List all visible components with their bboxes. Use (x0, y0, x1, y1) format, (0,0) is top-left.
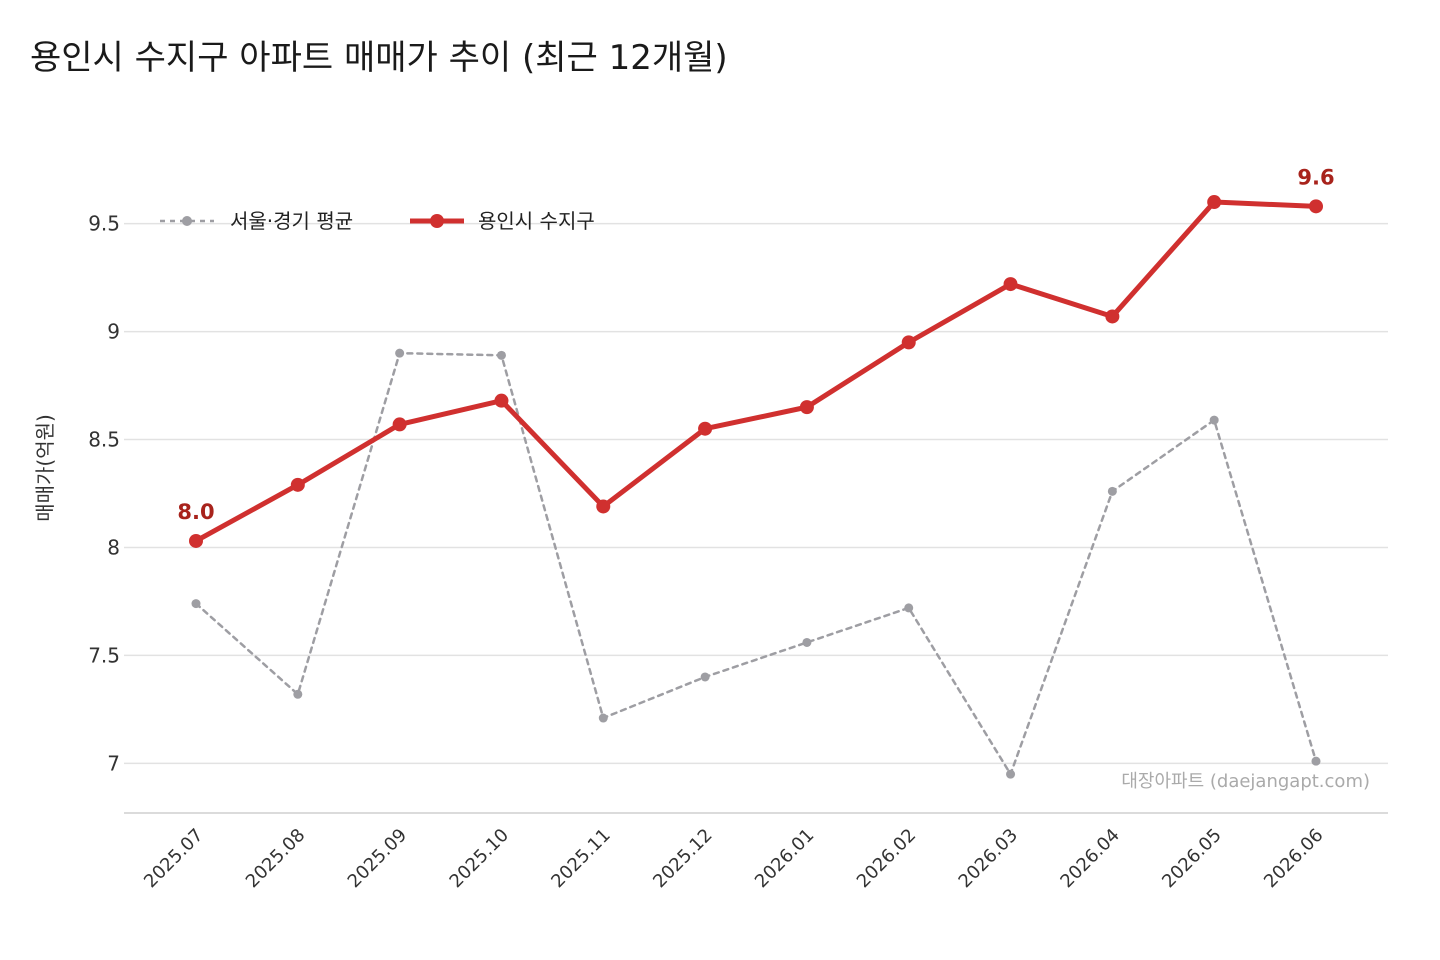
data-point (392, 417, 407, 432)
data-point (189, 533, 203, 548)
legend-label: 서울·경기 평균 (230, 209, 353, 233)
data-point (799, 400, 814, 415)
legend: 서울·경기 평균 용인시 수지구 (160, 209, 595, 233)
series-layer (189, 195, 1323, 779)
series-line-0 (194, 351, 1318, 776)
y-axis-ticks: 7 7.5 8 8.5 9 9.5 (88, 212, 120, 776)
data-point (698, 421, 713, 436)
x-axis-ticks: 2025.07 2025.08 2025.09 2025.10 2025.11 2025.… (140, 825, 1327, 892)
legend-swatch-marker (182, 216, 192, 226)
x-tick-label: 2026.03 (955, 825, 1022, 892)
data-point (496, 350, 506, 360)
data-point (901, 335, 916, 350)
data-label: 8.0 (177, 500, 214, 524)
x-tick-label: 2025.11 (547, 825, 614, 892)
data-point (1107, 486, 1117, 496)
x-tick-label: 2026.01 (751, 825, 818, 892)
data-point (802, 637, 812, 647)
data-point (596, 499, 611, 514)
y-tick-label: 8 (107, 535, 120, 559)
data-point (700, 672, 710, 682)
legend-label: 용인시 수지구 (478, 209, 595, 233)
data-point (293, 689, 303, 699)
watermark: 대장아파트 (daejangapt.com) (1121, 771, 1370, 792)
series-line-1 (193, 199, 1319, 544)
data-point (1309, 199, 1323, 214)
data-point (395, 348, 405, 358)
y-axis-label: 매매가(억원) (33, 414, 57, 522)
data-point (1105, 309, 1120, 324)
data-label: 9.6 (1297, 165, 1334, 189)
data-point (598, 713, 608, 723)
y-tick-label: 7.5 (88, 643, 120, 667)
data-point (1006, 769, 1016, 779)
y-tick-label: 8.5 (88, 428, 120, 452)
data-point (1209, 415, 1219, 425)
gridlines (124, 222, 1388, 765)
x-tick-label: 2026.05 (1158, 825, 1225, 892)
data-point (1311, 756, 1321, 766)
x-tick-label: 2025.08 (242, 825, 309, 892)
chart-title: 용인시 수지구 아파트 매매가 추이 (최근 12개월) (30, 38, 728, 78)
data-labels: 8.0 9.6 (177, 165, 1334, 524)
x-tick-label: 2026.02 (853, 825, 920, 892)
data-point (494, 393, 509, 408)
data-point (1003, 277, 1018, 292)
data-point (1207, 195, 1222, 210)
data-point (290, 477, 305, 492)
y-tick-label: 9 (107, 320, 120, 344)
x-tick-label: 2026.04 (1056, 825, 1123, 892)
x-tick-label: 2025.12 (649, 825, 716, 892)
data-point (191, 599, 201, 609)
data-point (904, 603, 914, 613)
x-tick-label: 2025.10 (446, 825, 513, 892)
y-tick-label: 9.5 (88, 212, 120, 236)
x-tick-label: 2026.06 (1260, 825, 1327, 892)
y-tick-label: 7 (107, 751, 120, 775)
legend-swatch-marker (430, 214, 444, 228)
x-tick-label: 2025.09 (344, 825, 411, 892)
x-tick-label: 2025.07 (140, 825, 207, 892)
